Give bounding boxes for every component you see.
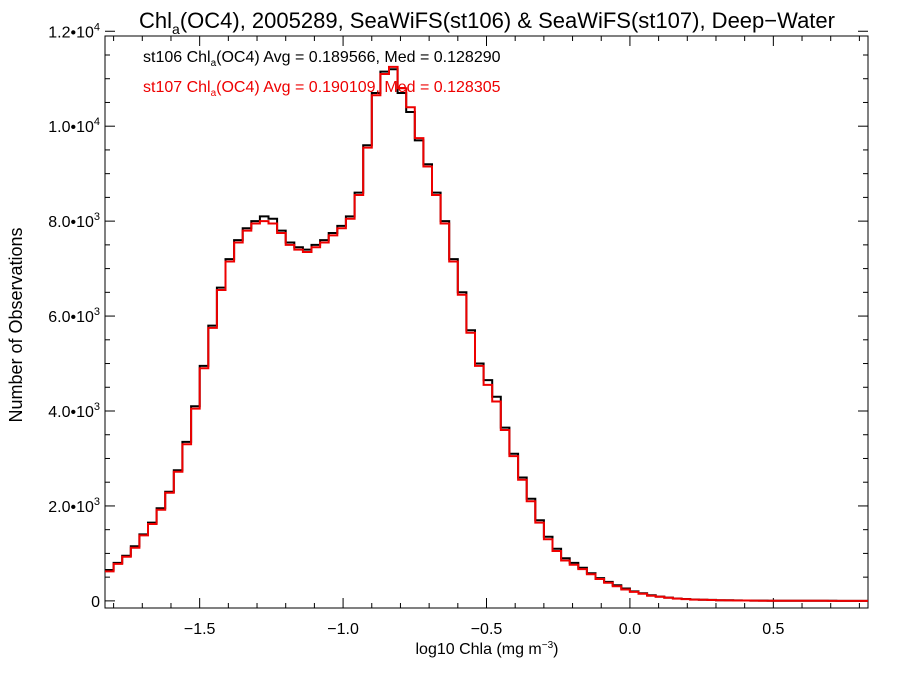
legend-st106-post: (OC4) Avg = 0.189566, Med = 0.128290 [216,49,500,66]
x-tick-label: 0.0 [619,621,641,638]
legend-st106-pre: st106 Chl [143,49,211,66]
series-line-st106 [105,68,868,602]
legend-st107-post: (OC4) Avg = 0.190109, Med = 0.128305 [216,79,500,96]
x-axis-label-sup: −3 [542,640,554,651]
x-tick-label: −1.0 [327,621,359,638]
y-tick-label: 1.2•104 [48,21,100,41]
legend-st107: st107 Chla(OC4) Avg = 0.190109, Med = 0.… [143,79,501,99]
y-tick-label: 0 [91,594,100,611]
legend-st106-sub: a [211,58,217,69]
x-tick-label: 0.5 [762,621,784,638]
y-axis-label: Number of Observations [6,227,26,422]
legend-st106: st106 Chla(OC4) Avg = 0.189566, Med = 0.… [143,49,501,69]
y-tick-label: 2.0•103 [48,496,100,516]
x-axis-label: log10 Chla (mg m−3) [415,640,558,658]
x-tick-label: −0.5 [471,621,503,638]
y-tick-label: 1.0•104 [48,116,100,136]
plot-frame [104,35,869,609]
y-tick-label: 6.0•103 [48,306,100,326]
x-axis-label-pre: log10 Chla (mg m [415,641,541,658]
x-axis-ticks: −1.5 −1.0 −0.5 0.0 0.5 [113,36,860,638]
chart-title-pre: Chl [139,8,172,33]
x-axis-label-post: ) [553,641,558,658]
y-axis-ticks: 0 2.0•103 4.0•103 6.0•103 8.0•103 1.0•104 1.2•… [48,21,868,611]
legend-st107-sub: a [211,88,217,99]
chart-title-post: (OC4), 2005289, SeaWiFS(st106) & SeaWiFS… [180,8,835,33]
y-tick-label: 8.0•103 [48,211,100,231]
series-line-st107 [105,65,868,602]
chart-title-sub: a [172,21,180,37]
y-tick-label: 4.0•103 [48,401,100,421]
chart-title: Chla(OC4), 2005289, SeaWiFS(st106) & Sea… [139,8,835,37]
legend-st107-pre: st107 Chl [143,79,211,96]
series-layer [105,65,868,602]
x-tick-label: −1.5 [184,621,216,638]
